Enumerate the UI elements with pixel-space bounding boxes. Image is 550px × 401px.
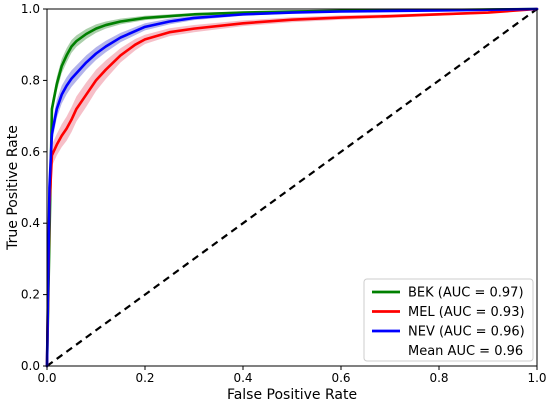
x-tick-label: 0.2 [135, 371, 154, 385]
y-tick-label: 0.4 [21, 216, 40, 230]
y-axis-ticks: 0.0 0.2 0.4 0.6 0.8 1.0 [21, 2, 47, 373]
legend-box [363, 278, 534, 362]
y-tick-label: 0.8 [21, 73, 40, 87]
legend-entry-label: MEL (AUC = 0.93) [408, 305, 525, 320]
y-tick-label: 0.0 [21, 359, 40, 373]
x-tick-label: 0.4 [233, 371, 252, 385]
reference-diagonal [46, 8, 538, 367]
roc-curve-1 [45, 7, 539, 368]
y-tick-label: 0.2 [21, 288, 40, 302]
x-axis-label: False Positive Rate [227, 387, 357, 401]
x-tick-label: 0.8 [429, 371, 448, 385]
legend-entry-label: BEK (AUC = 0.97) [408, 286, 524, 301]
x-axis-ticks: 0.0 0.2 0.4 0.6 0.8 1.0 [37, 366, 547, 385]
chance-diagonal-line [46, 8, 538, 367]
legend: BEK (AUC = 0.97) MEL (AUC = 0.93) NEV (AUC… [363, 278, 534, 362]
x-tick-label: 0.0 [37, 371, 56, 385]
axes-border [46, 8, 538, 367]
roc-lines [45, 7, 539, 368]
x-tick-label: 0.6 [331, 371, 350, 385]
x-tick-label: 1.0 [527, 371, 546, 385]
axes-frame [46, 8, 538, 367]
legend-entry-label: NEV (AUC = 0.96) [408, 325, 525, 340]
legend-mean-auc: Mean AUC = 0.96 [408, 344, 523, 359]
y-tick-label: 1.0 [21, 2, 40, 16]
y-axis-label: True Positive Rate [5, 125, 21, 251]
y-tick-label: 0.6 [21, 145, 40, 159]
roc-curve-2 [45, 7, 539, 368]
